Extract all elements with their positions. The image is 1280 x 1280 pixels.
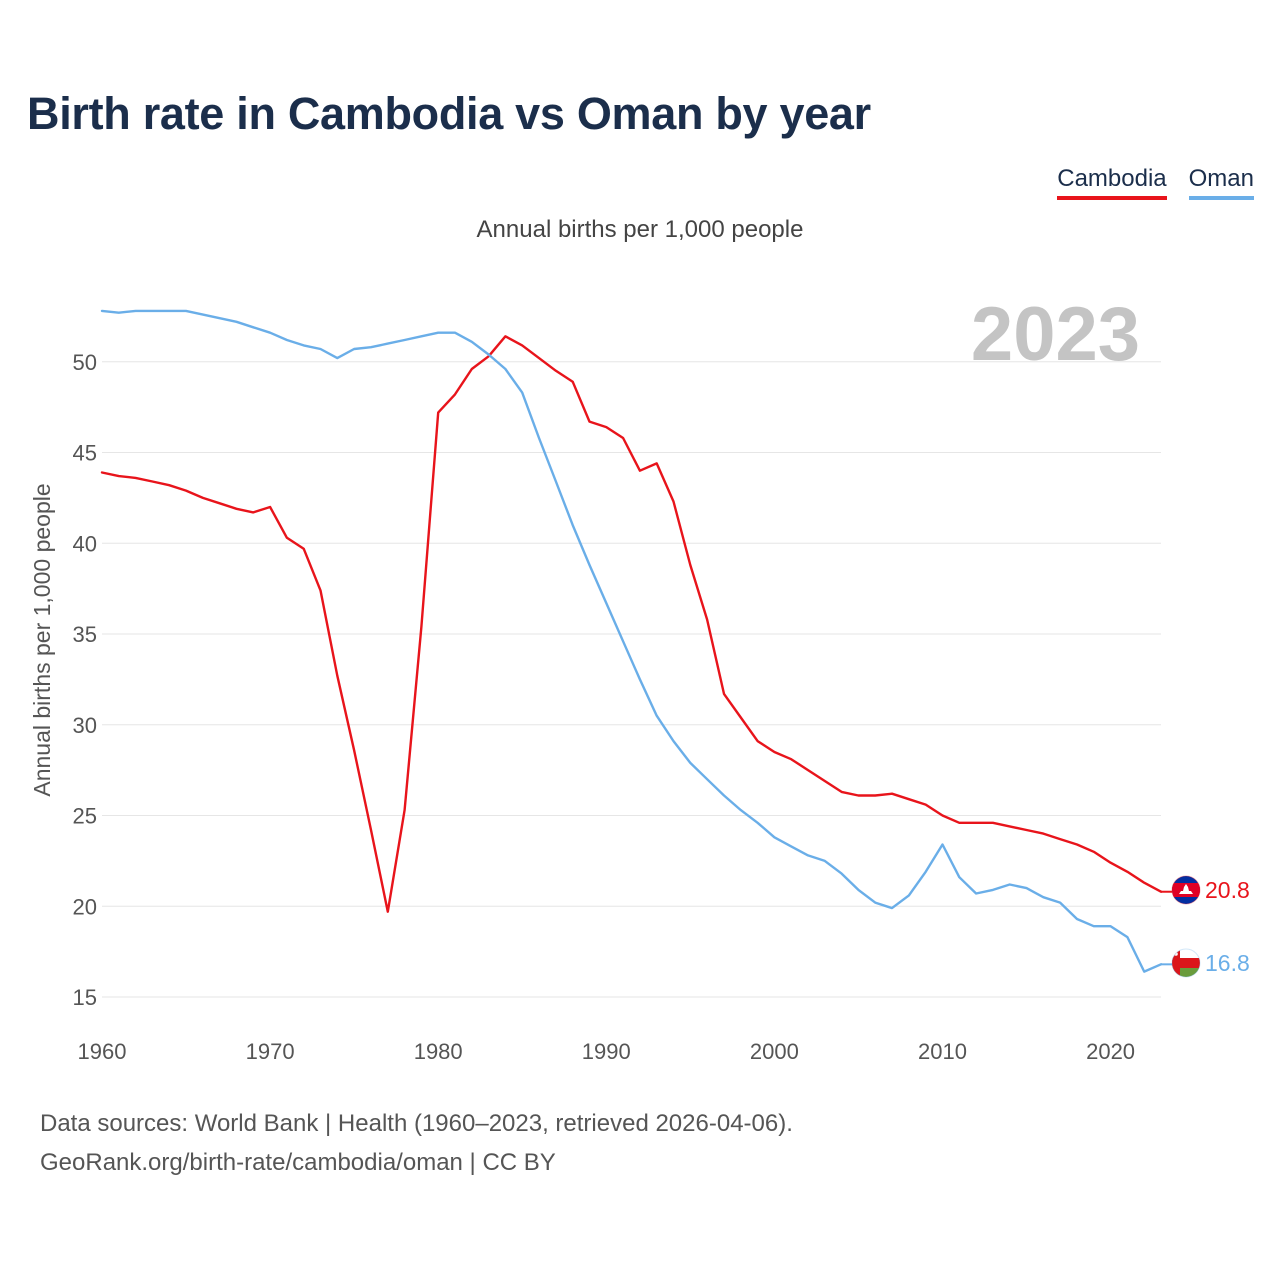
x-tick-label: 2010 [918, 1039, 967, 1064]
end-label-cambodia: 20.8 [1205, 877, 1250, 903]
x-tick-label: 2000 [750, 1039, 799, 1064]
y-tick-label: 45 [73, 441, 97, 466]
source-link[interactable]: GeoRank.org/birth-rate/cambodia/oman | C… [40, 1149, 556, 1176]
end-label-oman: 16.8 [1205, 950, 1250, 976]
series-line-oman [100, 309, 1163, 973]
oman-flag-icon [1172, 949, 1200, 977]
y-tick-label: 50 [73, 350, 97, 375]
y-tick-label: 25 [73, 804, 97, 829]
series-layer [100, 309, 1172, 973]
x-axis-ticks: 1960 1970 1980 1990 2000 2010 2020 [78, 1039, 1136, 1064]
x-tick-label: 1970 [246, 1039, 295, 1064]
y-tick-label: 20 [73, 894, 97, 919]
y-tick-label: 35 [73, 622, 97, 647]
y-tick-label: 15 [73, 985, 97, 1010]
cambodia-flag-icon [1172, 876, 1200, 904]
y-axis-label: Annual births per 1,000 people [29, 483, 55, 796]
y-axis-ticks: 15 20 25 30 35 40 45 50 [73, 350, 97, 1010]
x-tick-label: 1980 [414, 1039, 463, 1064]
chart-title: Birth rate in Cambodia vs Oman by year [27, 88, 871, 139]
year-watermark: 2023 [971, 292, 1140, 377]
series-line-cambodia [100, 335, 1163, 913]
x-tick-label: 1990 [582, 1039, 631, 1064]
gridlines [102, 361, 1161, 998]
chart-subtitle: Annual births per 1,000 people [476, 216, 804, 243]
legend-item-cambodia[interactable]: Cambodia [1057, 164, 1167, 200]
legend: Cambodia Oman [1057, 164, 1254, 200]
y-tick-label: 30 [73, 713, 97, 738]
legend-item-oman[interactable]: Oman [1188, 164, 1254, 200]
footer: Data sources: World Bank | Health (1960–… [40, 1104, 793, 1182]
x-tick-label: 1960 [78, 1039, 127, 1064]
y-tick-label: 40 [73, 531, 97, 556]
data-source-note: Data sources: World Bank | Health (1960–… [40, 1110, 793, 1137]
x-tick-label: 2020 [1086, 1039, 1135, 1064]
